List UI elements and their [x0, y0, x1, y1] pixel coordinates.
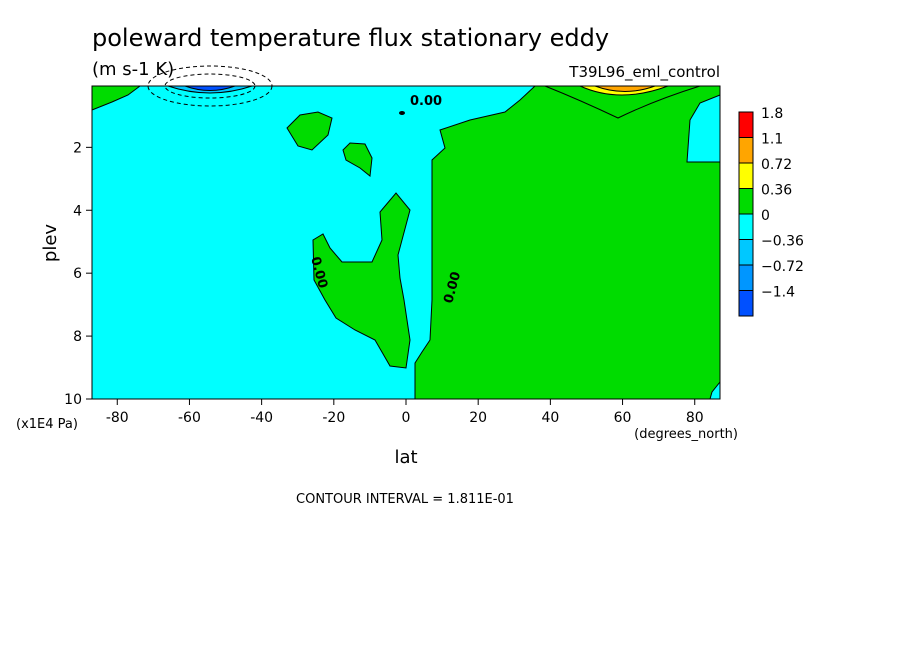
- x-tick-label: 60: [614, 410, 632, 426]
- x-axis-units: (degrees_north): [634, 427, 738, 442]
- positive-region-main: [414, 85, 721, 400]
- y-tick-label: 4: [73, 203, 82, 219]
- contour-label-top: 0.00: [410, 94, 442, 109]
- positive-region-island-1: [286, 111, 333, 151]
- legend-swatch: [738, 290, 754, 317]
- y-axis-units: (x1E4 Pa): [16, 417, 78, 432]
- y-axis-label: plev: [40, 224, 61, 263]
- legend-label: −1.4: [761, 285, 795, 301]
- positive-region-island-2: [342, 142, 373, 177]
- x-tick-label: -40: [250, 410, 273, 426]
- x-axis: -80 -60 -40 -20 0 20 40 60 80: [106, 399, 704, 426]
- x-axis-label: lat: [394, 447, 417, 468]
- x-tick-label: 40: [541, 410, 559, 426]
- x-tick-label: -20: [322, 410, 345, 426]
- chart-title: poleward temperature flux stationary edd…: [92, 24, 609, 52]
- legend-label: 0.36: [761, 183, 792, 199]
- legend-label: 1.8: [761, 106, 783, 122]
- positive-extremum-outer: [544, 85, 701, 119]
- x-tick-label: -80: [106, 410, 129, 426]
- legend-swatch: [738, 111, 754, 138]
- legend-swatch: [738, 188, 754, 215]
- y-axis: 2 4 6 8 10: [64, 140, 92, 408]
- y-tick-label: 10: [64, 392, 82, 408]
- contour-interval-note: CONTOUR INTERVAL = 1.811E-01: [296, 492, 514, 507]
- positive-region-tongue: [312, 192, 411, 369]
- x-tick-label: 80: [686, 410, 704, 426]
- x-tick-label: 0: [402, 410, 411, 426]
- legend-label: 0.72: [761, 157, 792, 173]
- plot-area: 0.00 0.00 0.00: [91, 65, 721, 400]
- x-tick-label: 20: [469, 410, 487, 426]
- legend-label: −0.72: [761, 259, 804, 275]
- y-tick-label: 6: [73, 266, 82, 282]
- chart-units: (m s-1 K): [92, 59, 174, 80]
- legend-label: −0.36: [761, 234, 804, 250]
- legend-label: 1.1: [761, 132, 783, 148]
- run-label: T39L96_eml_control: [568, 63, 720, 82]
- x-tick-label: -60: [178, 410, 201, 426]
- legend-swatch: [738, 239, 754, 266]
- legend-swatch: [738, 162, 754, 189]
- legend-swatch: [738, 264, 754, 291]
- color-legend: 1.8 1.1 0.72 0.36 0 −0.36 −0.72 −1.4: [738, 106, 804, 317]
- legend-swatch: [738, 137, 754, 164]
- y-tick-label: 8: [73, 329, 82, 345]
- small-negative-dot: [399, 111, 405, 115]
- legend-swatch: [738, 213, 754, 240]
- y-tick-label: 2: [73, 140, 82, 156]
- legend-label: 0: [761, 208, 770, 224]
